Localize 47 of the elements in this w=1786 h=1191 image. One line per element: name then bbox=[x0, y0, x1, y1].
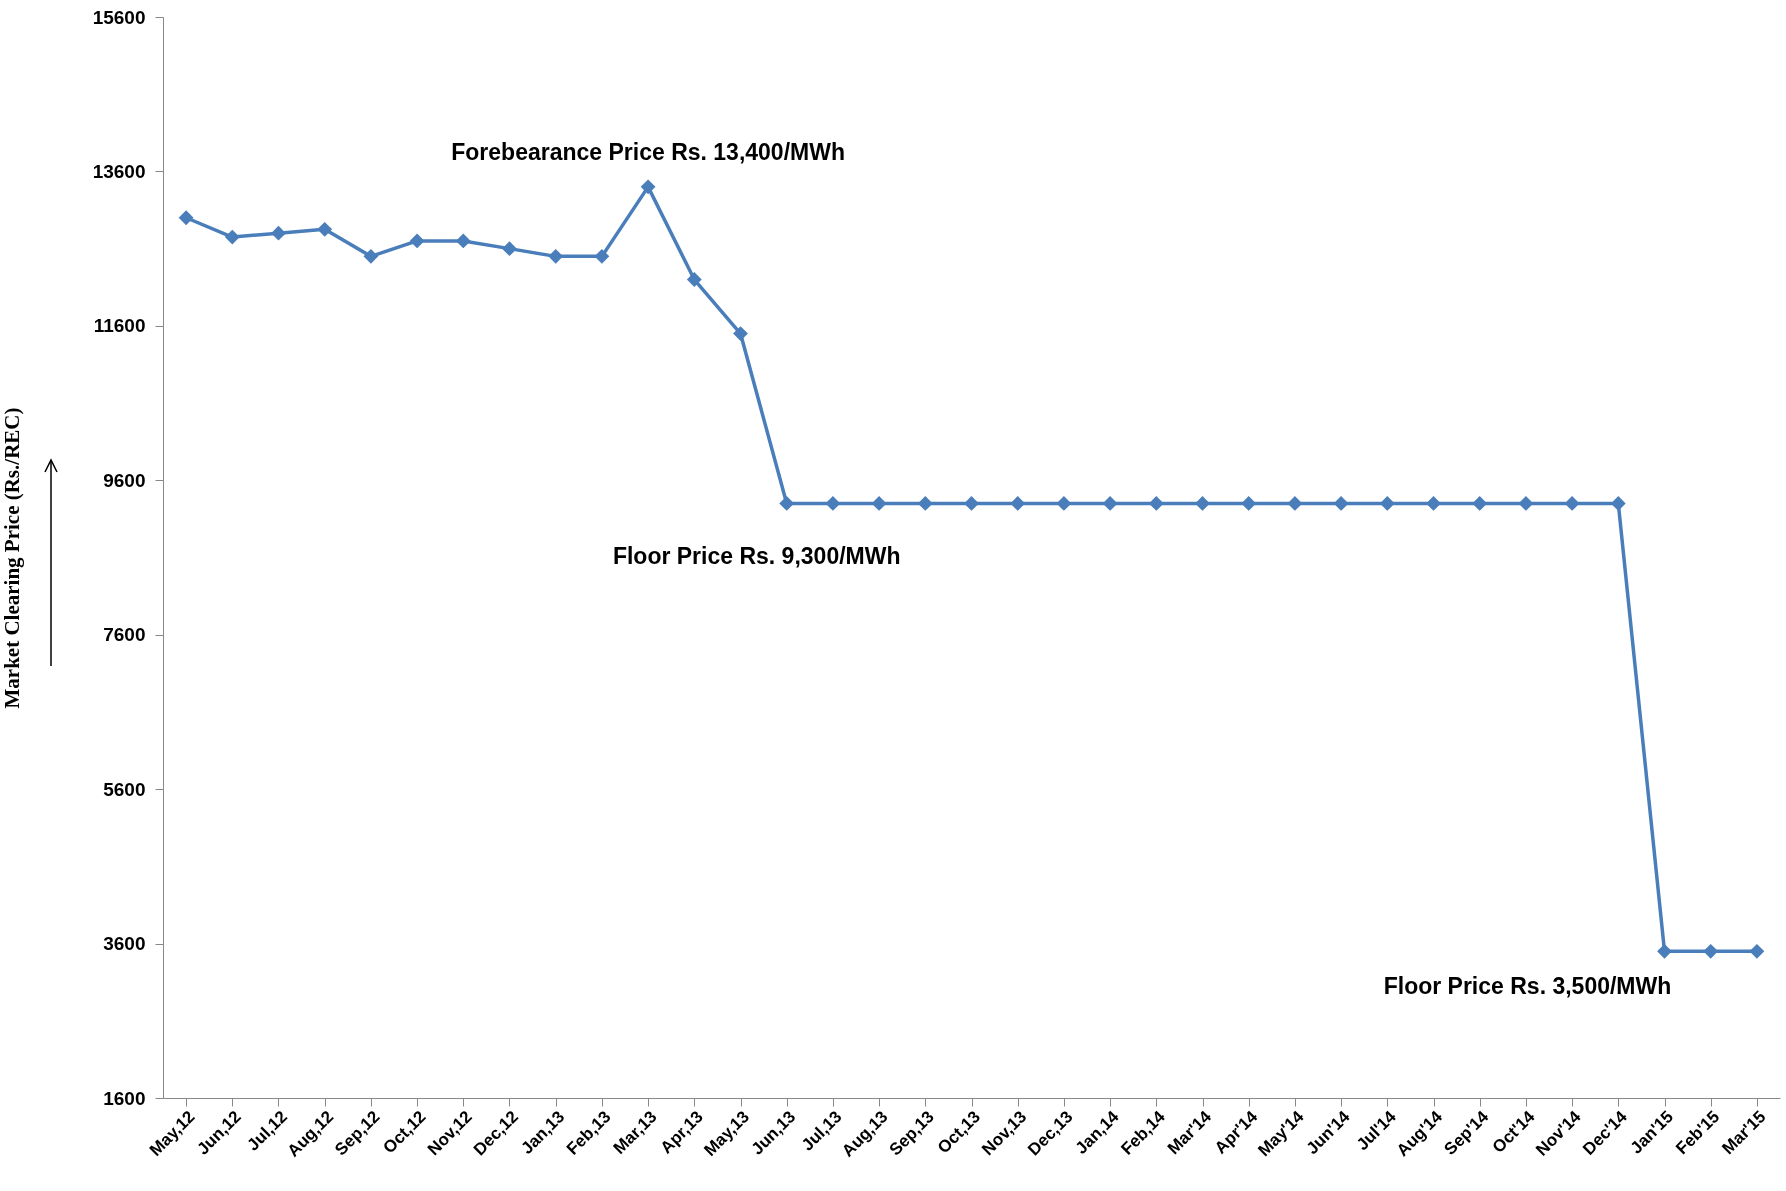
point bbox=[1241, 496, 1257, 511]
point bbox=[1564, 496, 1580, 511]
point bbox=[548, 248, 564, 264]
y-tick-label: 15600 bbox=[92, 6, 146, 28]
point bbox=[1518, 496, 1534, 511]
annotation: Forebearance Price Rs. 13,400/MWh bbox=[451, 138, 845, 165]
point bbox=[1056, 496, 1072, 511]
point bbox=[1102, 496, 1118, 511]
y-tick-label: 5600 bbox=[103, 778, 146, 800]
annotation: Floor Price Rs. 9,300/MWh bbox=[612, 543, 901, 570]
point bbox=[1657, 943, 1672, 959]
point bbox=[455, 233, 471, 249]
point bbox=[317, 221, 333, 237]
point bbox=[779, 496, 795, 511]
point bbox=[409, 233, 425, 249]
point bbox=[686, 272, 702, 287]
point bbox=[1749, 943, 1765, 959]
point bbox=[640, 179, 656, 195]
point bbox=[917, 496, 933, 511]
point bbox=[1287, 496, 1303, 511]
point bbox=[1148, 496, 1164, 511]
point bbox=[964, 496, 979, 511]
point bbox=[1010, 496, 1026, 511]
point bbox=[1610, 496, 1626, 511]
y-tick-label: 11600 bbox=[93, 315, 146, 337]
point bbox=[363, 248, 379, 264]
annotation: Floor Price Rs. 3,500/MWh bbox=[1383, 973, 1672, 1000]
point bbox=[178, 210, 194, 226]
point bbox=[594, 248, 610, 264]
y-axis-title: Market Clearing Price (Rs./REC) bbox=[0, 407, 24, 709]
point bbox=[1426, 496, 1441, 511]
point bbox=[1195, 496, 1210, 511]
point bbox=[1333, 496, 1349, 511]
point bbox=[224, 229, 240, 245]
point bbox=[271, 225, 286, 241]
y-tick-label: 3600 bbox=[103, 933, 146, 955]
y-tick-label: 7600 bbox=[103, 624, 146, 646]
y-tick-label: 1600 bbox=[103, 1087, 146, 1109]
point bbox=[825, 496, 841, 511]
y-tick-label: 13600 bbox=[92, 160, 146, 182]
point bbox=[733, 326, 748, 341]
point bbox=[1379, 496, 1395, 511]
point bbox=[1703, 943, 1719, 959]
y-tick-label: 9600 bbox=[103, 469, 146, 491]
point bbox=[502, 241, 517, 257]
point bbox=[1472, 496, 1488, 511]
point bbox=[871, 496, 887, 511]
